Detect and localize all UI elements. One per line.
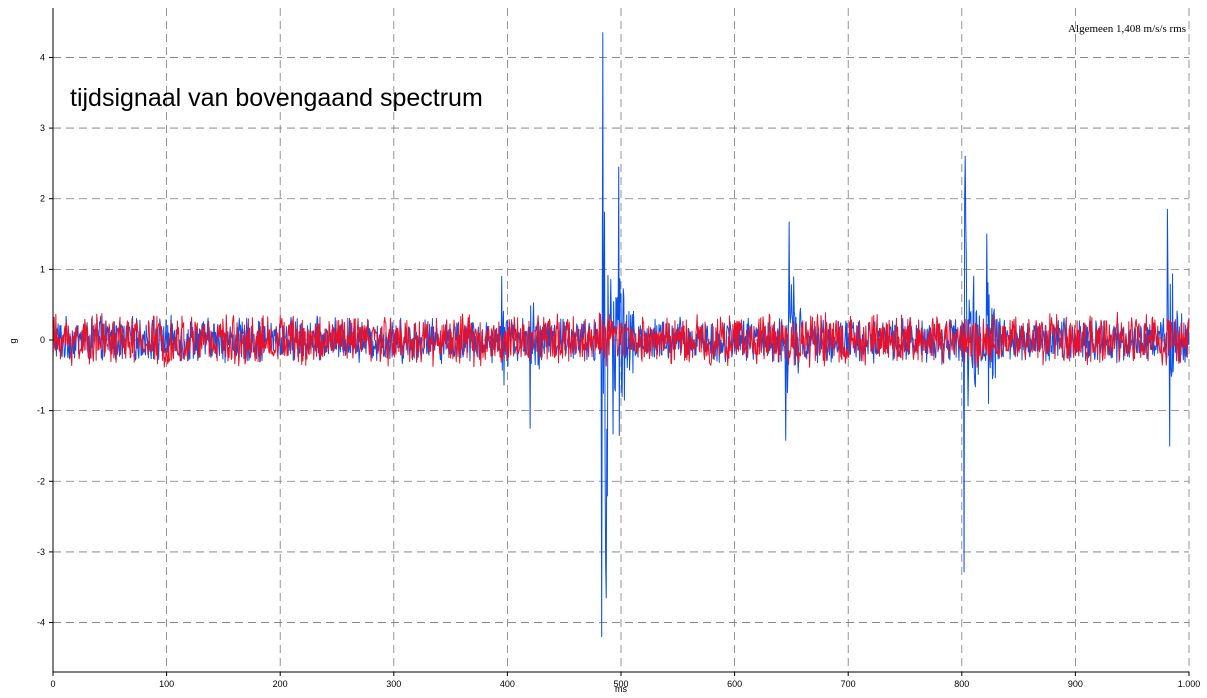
chart-annotation: tijdsignaal van bovengaand spectrum — [70, 84, 483, 112]
y-tick-label: 1 — [40, 264, 45, 274]
x-tick-label: 100 — [159, 679, 174, 689]
x-tick-label: 300 — [386, 679, 401, 689]
x-tick-label: 500 — [613, 679, 628, 689]
y-tick-label: -3 — [37, 547, 45, 557]
x-tick-label: 900 — [1068, 679, 1083, 689]
x-tick-label: 200 — [273, 679, 288, 689]
y-tick-label: 3 — [40, 123, 45, 133]
y-tick-label: -4 — [37, 618, 45, 628]
y-tick-label: -1 — [37, 406, 45, 416]
y-tick-label: 2 — [40, 194, 45, 204]
x-tick-label: 700 — [841, 679, 856, 689]
y-axis-label: g — [8, 338, 18, 343]
tick-labels: 0 100 200 300 400 500 600 700 800 900 1.000 -4 -3 -2 -… — [37, 52, 1200, 689]
x-tick-label: 800 — [954, 679, 969, 689]
series-layer — [52, 32, 1190, 638]
x-axis-label: ms — [615, 684, 627, 694]
y-tick-label: 0 — [40, 335, 45, 345]
series-line-red — [52, 311, 1190, 368]
x-tick-label: 400 — [500, 679, 515, 689]
overall-rms-label: Algemeen 1,408 m/s/s rms — [1068, 23, 1186, 35]
x-tick-label: 1.000 — [1178, 679, 1201, 689]
y-tick-label: -2 — [37, 476, 45, 486]
x-tick-label: 600 — [727, 679, 742, 689]
x-tick-label: 0 — [50, 679, 55, 689]
y-tick-label: 4 — [40, 52, 45, 62]
